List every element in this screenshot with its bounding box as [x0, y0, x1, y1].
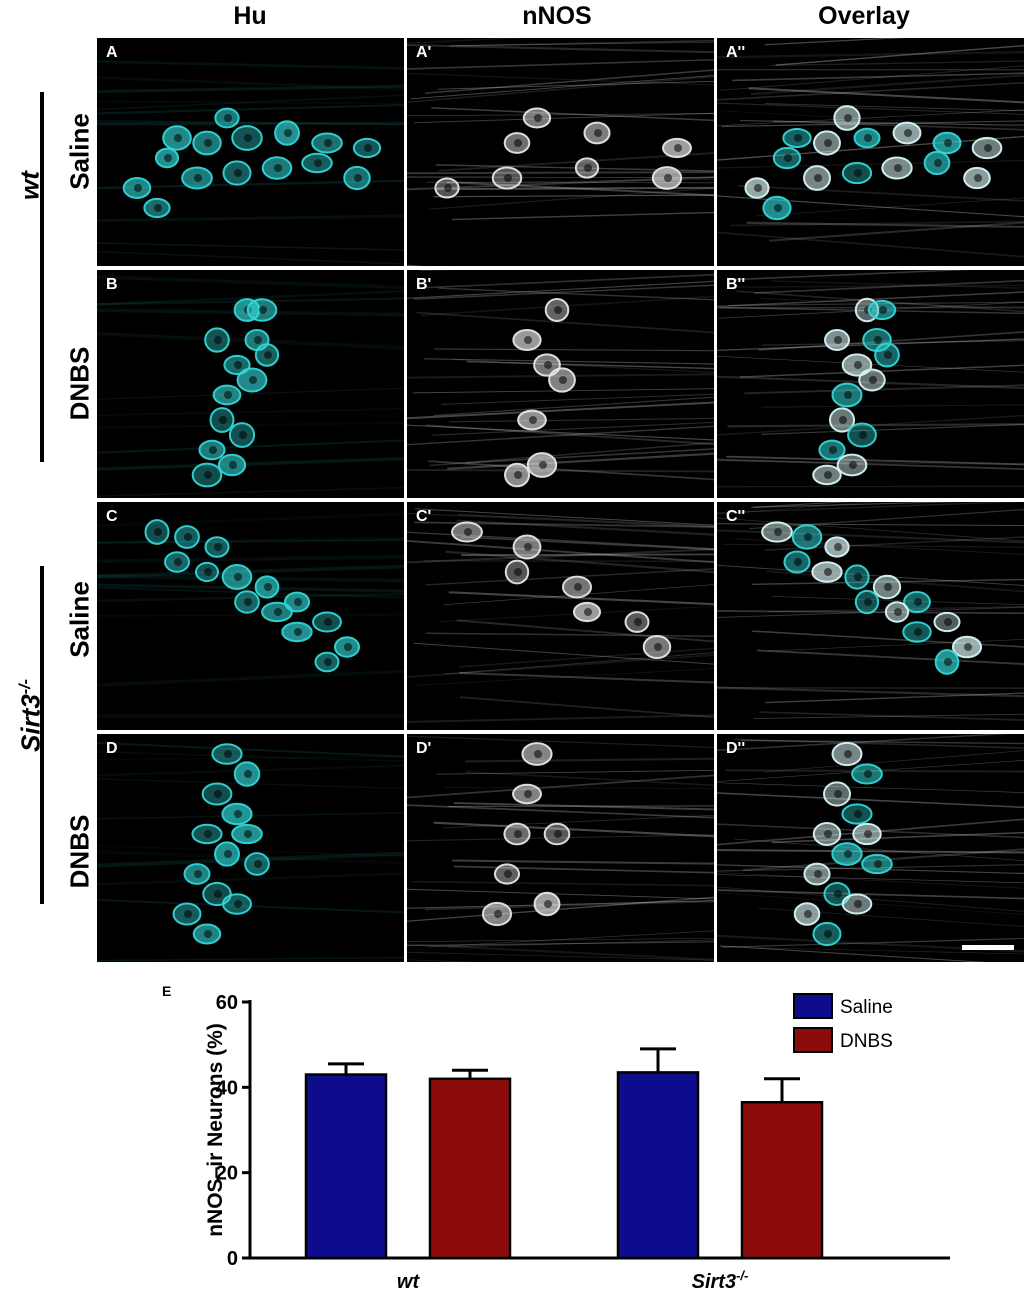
- micrograph-panel-b: B: [97, 270, 404, 498]
- panel-label: D'': [726, 740, 746, 757]
- sirt3-superscript: -/-: [15, 678, 34, 695]
- column-header-nnos: nNOS: [522, 2, 592, 30]
- scale-bar: [962, 945, 1014, 950]
- panel-label: A: [106, 44, 118, 61]
- y-axis-label: nNOS–ir Neurons (%): [204, 1023, 227, 1237]
- row-label-sirt3-dnbs: DNBS: [64, 814, 95, 889]
- micrograph-panel-c: C: [97, 502, 404, 730]
- micrograph-panel-d: D: [97, 734, 404, 962]
- bar-saline-0: [304, 1073, 388, 1260]
- row-label-sirt3-saline: Saline: [64, 581, 95, 658]
- group-bar-sirt3: [40, 566, 44, 904]
- micrograph-panel-d-prime: D': [407, 734, 714, 962]
- micrograph-panel-a-double-prime: A'': [717, 38, 1024, 266]
- x-tick-label: wt: [397, 1271, 421, 1293]
- nnos-bar-chart: E 0 20 40 60 nNOS–ir Neurons (%) wt Sirt3-/- Sal…: [162, 983, 950, 1293]
- column-header-overlay: Overlay: [818, 2, 910, 30]
- panel-label: B'': [726, 276, 746, 293]
- panel-label: C'': [726, 508, 746, 525]
- bar-dnbs-0: [428, 1077, 512, 1260]
- micrograph-panel-b-prime: B': [407, 270, 714, 498]
- bar-saline-1: [616, 1071, 700, 1260]
- row-label-wt-dnbs: DNBS: [64, 346, 95, 421]
- micrograph-panel-c-prime: C': [407, 502, 714, 730]
- y-tick-label: 20: [216, 1163, 238, 1185]
- micrograph-panel-d-double-prime: D'': [717, 734, 1024, 962]
- legend-swatch-saline: [793, 993, 833, 1019]
- legend-label-saline: Saline: [840, 997, 893, 1018]
- y-tick-label: 60: [216, 992, 238, 1014]
- y-tick-label: 0: [227, 1248, 238, 1270]
- panel-label: D: [106, 740, 118, 757]
- panel-label: D': [416, 740, 432, 757]
- micrograph-panel-b-double-prime: B'': [717, 270, 1024, 498]
- panel-label: B: [106, 276, 118, 293]
- panel-label: B': [416, 276, 432, 293]
- micrograph-panel-c-double-prime: C'': [717, 502, 1024, 730]
- chart-panel-label: E: [162, 983, 171, 999]
- panel-label: C: [106, 508, 118, 525]
- panel-label: C': [416, 508, 432, 525]
- y-tick-label: 40: [216, 1077, 238, 1099]
- row-label-wt-saline: Saline: [64, 113, 95, 190]
- panel-label: A': [416, 44, 432, 61]
- x-tick-label: Sirt3-/-: [692, 1268, 749, 1293]
- micrograph-panel-a: A: [97, 38, 404, 266]
- column-header-hu: Hu: [233, 2, 267, 30]
- bar-dnbs-1: [740, 1101, 824, 1260]
- panel-label: A'': [726, 44, 746, 61]
- legend-swatch-dnbs: [793, 1027, 833, 1053]
- legend-label-dnbs: DNBS: [840, 1031, 893, 1052]
- group-bar-wt: [40, 92, 44, 462]
- micrograph-panel-a-prime: A': [407, 38, 714, 266]
